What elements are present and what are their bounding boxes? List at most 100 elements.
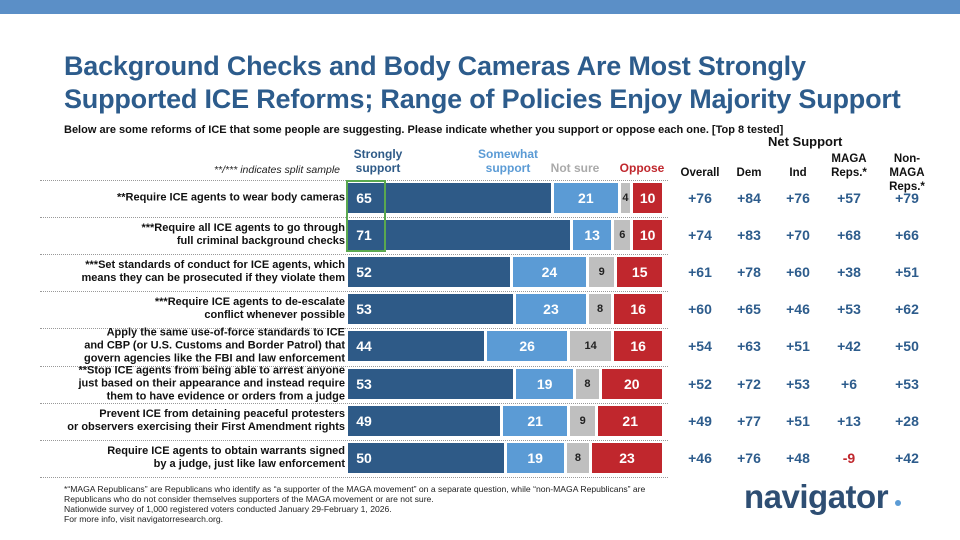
bar-segment xyxy=(348,257,510,288)
bar-segment xyxy=(554,183,618,213)
net-support-value: +48 xyxy=(786,449,810,466)
net-support-value: +83 xyxy=(737,227,761,244)
row-separator xyxy=(40,254,668,256)
net-support-value: +63 xyxy=(737,338,761,355)
value-label: 15 xyxy=(631,264,648,281)
net-support-value: +42 xyxy=(837,338,861,355)
net-support-value: +76 xyxy=(688,190,712,206)
bar-segment xyxy=(348,368,513,399)
row-separator xyxy=(40,217,668,219)
column-header: Non-MAGA Reps.* xyxy=(889,153,925,193)
value-label: 50 xyxy=(356,449,372,466)
value-label: 21 xyxy=(578,190,594,206)
net-support-value: +76 xyxy=(786,190,810,206)
net-support-title: Net Support xyxy=(768,134,843,149)
legend-label: Somewhat support xyxy=(477,147,539,175)
row-label: Apply the same use-of-force standards to… xyxy=(83,326,345,365)
value-label: 6 xyxy=(619,229,626,242)
row-label: ***Require ICE agents to de-escalate con… xyxy=(154,296,345,322)
bar-segment xyxy=(633,183,662,213)
value-label: 4 xyxy=(622,192,629,204)
bar-segment xyxy=(516,368,574,399)
net-support-value: +72 xyxy=(737,375,761,392)
row-label: Prevent ICE from detaining peaceful prot… xyxy=(67,407,345,433)
net-support-value: +78 xyxy=(737,264,761,281)
bar-segment xyxy=(617,257,662,288)
net-support-value: +13 xyxy=(837,412,861,429)
net-support-value: +60 xyxy=(786,264,810,281)
value-label: 8 xyxy=(584,377,591,390)
bar-segment xyxy=(614,331,662,362)
net-support-value: +57 xyxy=(837,190,861,206)
bar-segment xyxy=(348,331,485,362)
highlight-box xyxy=(346,180,386,252)
row-separator xyxy=(40,365,668,367)
net-support-value: +65 xyxy=(737,301,761,318)
net-support-value: +51 xyxy=(786,412,810,429)
net-support-value: +53 xyxy=(895,375,919,392)
bar-segment xyxy=(348,442,504,473)
legend-label: Strongly support xyxy=(353,147,403,175)
bar-segment xyxy=(348,183,552,213)
net-support-value: +54 xyxy=(688,338,712,355)
net-support-value: +52 xyxy=(688,375,712,392)
bar-segment xyxy=(620,183,631,213)
value-label: 20 xyxy=(624,375,640,392)
row-separator xyxy=(40,291,668,293)
net-support-value: +84 xyxy=(737,190,761,206)
row-label: ***Require all ICE agents to go through … xyxy=(141,222,345,248)
value-label: 8 xyxy=(597,303,604,316)
bar-segment xyxy=(516,294,586,325)
legend-label: Oppose xyxy=(619,161,665,175)
net-support-value: +76 xyxy=(737,449,761,466)
bar-segment xyxy=(576,368,599,399)
net-support-value: +42 xyxy=(895,449,919,466)
bar-segment xyxy=(588,294,612,325)
note: **/*** indicates split sample xyxy=(213,164,340,176)
value-label: 8 xyxy=(574,451,581,464)
net-support-value: +79 xyxy=(895,190,919,206)
value-label: 24 xyxy=(541,264,558,281)
logo-dot xyxy=(895,500,901,506)
column-header: Ind xyxy=(789,167,807,179)
value-label: 26 xyxy=(519,338,535,355)
net-support-value: +46 xyxy=(688,449,712,466)
row-separator xyxy=(40,476,668,478)
value-label: 53 xyxy=(356,301,372,318)
row-label: ***Set standards of conduct for ICE agen… xyxy=(81,259,345,285)
row-label: Require ICE agents to obtain warrants si… xyxy=(107,444,345,470)
value-label: 19 xyxy=(527,449,543,466)
value-label: 71 xyxy=(356,227,372,244)
value-label: 9 xyxy=(579,414,586,427)
value-label: 10 xyxy=(639,190,656,206)
value-label: 23 xyxy=(543,301,559,318)
value-label: 23 xyxy=(619,449,635,466)
column-header: Overall xyxy=(680,167,720,179)
net-support-value: +51 xyxy=(895,264,919,281)
row-separator xyxy=(40,402,668,404)
top-strip xyxy=(0,0,960,14)
net-support-value: +68 xyxy=(837,227,861,244)
bar-segment xyxy=(348,294,513,325)
logo: navigator xyxy=(744,478,889,515)
bar-segment xyxy=(569,331,612,362)
net-support-value: +74 xyxy=(688,227,712,244)
column-header: MAGA Reps.* xyxy=(831,153,867,179)
bar-segment xyxy=(512,257,586,288)
net-support-value: +46 xyxy=(786,301,810,318)
value-label: 52 xyxy=(356,264,372,281)
value-label: 9 xyxy=(598,266,605,279)
net-support-value: +6 xyxy=(841,375,857,392)
bar-segment xyxy=(573,220,612,251)
column-header: Dem xyxy=(736,167,762,179)
value-label: 16 xyxy=(630,338,646,355)
value-label: 13 xyxy=(584,227,600,244)
bar-segment xyxy=(592,442,662,473)
net-support-value: +60 xyxy=(688,301,712,318)
value-label: 44 xyxy=(356,338,372,355)
bar-segment xyxy=(588,257,615,288)
bar-segment xyxy=(601,368,662,399)
net-support-value: +66 xyxy=(895,227,919,244)
net-support-value: +53 xyxy=(837,301,861,318)
